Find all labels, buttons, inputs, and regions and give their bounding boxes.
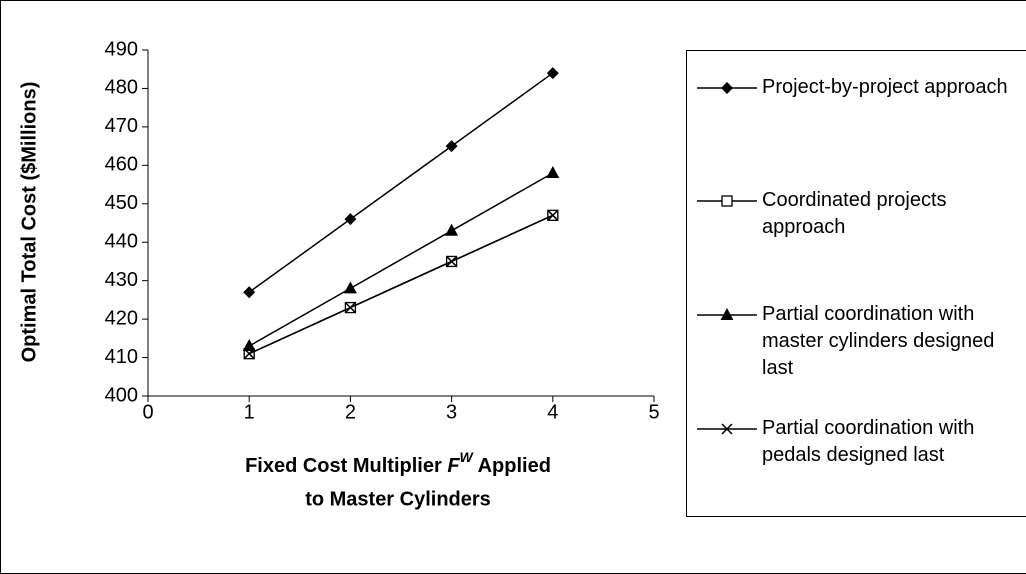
data-point (445, 223, 459, 236)
x-axis-title: Fixed Cost Multiplier FW Applied (245, 446, 551, 477)
y-tick-label: 430 (105, 269, 138, 291)
x-axis-title-part: Fixed Cost Multiplier (245, 455, 442, 477)
data-point (445, 140, 458, 153)
x-tick-label: 5 (648, 401, 659, 423)
legend-marker (721, 195, 733, 207)
x-tick-label: 1 (244, 401, 255, 423)
y-tick-label: 410 (105, 346, 138, 368)
legend-marker (721, 423, 733, 435)
data-point (343, 281, 357, 294)
y-tick-label: 450 (105, 192, 138, 214)
series-line (248, 214, 554, 355)
x-axis-title-part: W (460, 449, 475, 465)
data-point (546, 67, 559, 80)
y-axis-title: Optimal Total Cost ($Millions) (18, 82, 40, 363)
x-tick-label: 3 (446, 401, 457, 423)
x-axis-title-part: Applied (478, 455, 551, 477)
y-tick-label: 400 (105, 384, 138, 406)
legend-label: Project-by-project approach (762, 76, 1008, 98)
data-point (547, 209, 559, 221)
legend-label: Coordinated projects approach (762, 189, 947, 238)
series-line (248, 72, 554, 293)
data-point (243, 348, 255, 360)
data-point (242, 339, 256, 352)
legend-marker (721, 82, 733, 94)
y-tick-label: 460 (105, 154, 138, 176)
legend-marker (720, 308, 734, 320)
y-tick-label: 470 (105, 115, 138, 137)
y-tick-label: 480 (105, 77, 138, 99)
legend-label: Partial coordination with master cylinde… (762, 303, 995, 379)
legend-label: Partial coordination with pedals designe… (762, 417, 975, 466)
x-tick-label: 4 (547, 401, 558, 423)
data-point (546, 166, 560, 179)
y-tick-label: 440 (105, 231, 138, 253)
x-tick-label: 0 (142, 401, 153, 423)
x-axis-title: to Master Cylinders (305, 488, 491, 510)
data-point (243, 286, 256, 299)
legend-box (686, 50, 1026, 517)
x-tick-label: 2 (345, 401, 356, 423)
data-point (344, 213, 357, 226)
series-line (248, 172, 554, 347)
x-axis-title-part: F (447, 455, 460, 477)
data-point (446, 255, 458, 267)
data-point (344, 302, 356, 314)
y-tick-label: 490 (105, 38, 138, 60)
y-tick-label: 420 (105, 307, 138, 329)
